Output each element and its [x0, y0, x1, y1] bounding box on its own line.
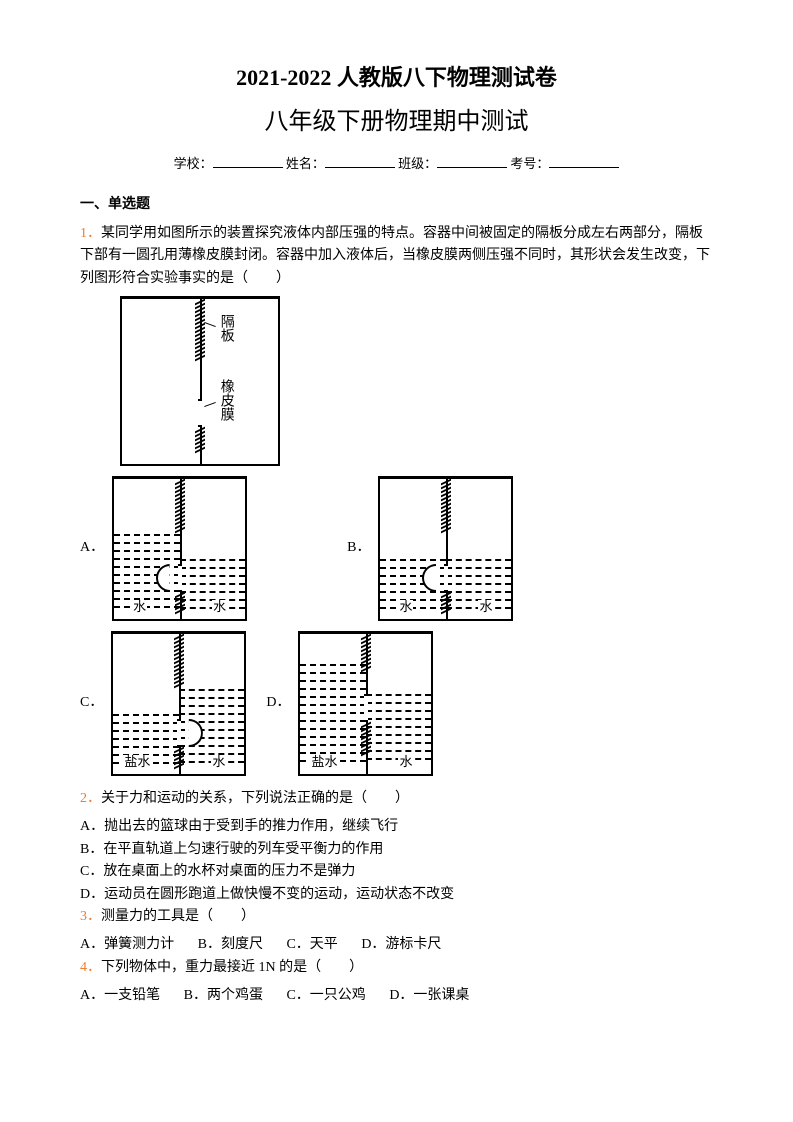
q1-number: 1．	[80, 226, 101, 241]
q3-optB: B．刻度尺	[198, 937, 263, 952]
hole-a	[178, 564, 182, 592]
q4-optB: B．两个鸡蛋	[184, 988, 263, 1003]
water-label-c-left: 盐水	[123, 755, 151, 768]
main-title: 2021-2022 人教版八下物理测试卷	[80, 60, 713, 95]
q1-diagram-b: 水 水	[378, 476, 513, 621]
q3-optD: D．游标卡尺	[361, 937, 441, 952]
hole-c	[177, 719, 181, 747]
q1-text: 某同学用如图所示的装置探究液体内部压强的特点。容器中间被固定的隔板分成左右两部分…	[80, 226, 710, 286]
hole-b	[444, 564, 448, 592]
q4-text: 下列物体中，重力最接近 1N 的是（ ）	[101, 960, 363, 975]
q1-optD-label: D．	[266, 692, 290, 714]
q1-row-cd: C． 盐水 水 D．	[80, 631, 713, 776]
q3-options: A．弹簧测力计 B．刻度尺 C．天平 D．游标卡尺	[80, 934, 713, 956]
q3-optC: C．天平	[286, 937, 337, 952]
q1-diagram-a: 水 水	[112, 476, 247, 621]
water-label-a-left: 水	[132, 600, 147, 613]
q3-optA: A．弹簧测力计	[80, 937, 174, 952]
q4-optA: A．一支铅笔	[80, 988, 160, 1003]
label-class: 班级：	[398, 156, 437, 171]
q4-optD: D．一张课桌	[389, 988, 469, 1003]
q1-optC-label: C．	[80, 692, 103, 714]
q1-row-ab: A． 水 水 B．	[80, 476, 713, 621]
hatch-upper	[195, 299, 205, 399]
q4-options: A．一支铅笔 B．两个鸡蛋 C．一只公鸡 D．一张课桌	[80, 985, 713, 1007]
q2-number: 2．	[80, 791, 101, 806]
label-name: 姓名：	[286, 156, 325, 171]
q1-diagram-d: 盐水 水	[298, 631, 433, 776]
water-label-b-right: 水	[478, 600, 493, 613]
water-label-b-left: 水	[398, 600, 413, 613]
q2-optB: B．在平直轨道上匀速行驶的列车受平衡力的作用	[80, 839, 713, 861]
water-label-a-right: 水	[212, 600, 227, 613]
membrane-hole	[198, 399, 202, 427]
question-1: 1．某同学用如图所示的装置探究液体内部压强的特点。容器中间被固定的隔板分成左右两…	[80, 223, 713, 290]
q1-optB-label: B．	[347, 537, 370, 559]
q3-text: 测量力的工具是（ ）	[101, 909, 255, 924]
hatch-b-up	[441, 479, 451, 564]
label-school: 学校：	[174, 156, 213, 171]
label-line-partition	[204, 322, 216, 327]
question-4: 4．下列物体中，重力最接近 1N 的是（ ）	[80, 957, 713, 979]
water-label-d-left: 盐水	[310, 755, 338, 768]
water-label-c-right: 水	[211, 755, 226, 768]
label-partition: 隔板	[217, 314, 234, 342]
q4-optC: C．一只公鸡	[286, 988, 365, 1003]
water-label-d-right: 水	[398, 755, 413, 768]
hatch-lower	[195, 427, 205, 469]
label-line-membrane	[204, 402, 216, 407]
student-info-line: 学校： 姓名： 班级： 考号：	[80, 154, 713, 175]
blank-examno[interactable]	[549, 154, 619, 168]
q2-optD: D．运动员在圆形跑道上做快慢不变的运动，运动状态不改变	[80, 884, 713, 906]
question-3: 3．测量力的工具是（ ）	[80, 906, 713, 928]
label-membrane: 橡皮膜	[217, 379, 234, 421]
question-2: 2．关于力和运动的关系，下列说法正确的是（ ）	[80, 788, 713, 810]
section-1-title: 一、单选题	[80, 194, 713, 216]
blank-class[interactable]	[437, 154, 507, 168]
q3-number: 3．	[80, 909, 101, 924]
q1-diagram-c: 盐水 水	[111, 631, 246, 776]
sub-title: 八年级下册物理期中测试	[80, 103, 713, 141]
q1-main-diagram: 隔板 橡皮膜	[120, 296, 280, 466]
q2-optA: A．抛出去的篮球由于受到手的推力作用，继续飞行	[80, 816, 713, 838]
q1-optA-label: A．	[80, 537, 104, 559]
blank-name[interactable]	[325, 154, 395, 168]
q2-optC: C．放在桌面上的水杯对桌面的压力不是弹力	[80, 861, 713, 883]
q4-number: 4．	[80, 960, 101, 975]
blank-school[interactable]	[213, 154, 283, 168]
q2-text: 关于力和运动的关系，下列说法正确的是（ ）	[101, 791, 409, 806]
label-examno: 考号：	[510, 156, 549, 171]
hole-d	[364, 694, 368, 722]
